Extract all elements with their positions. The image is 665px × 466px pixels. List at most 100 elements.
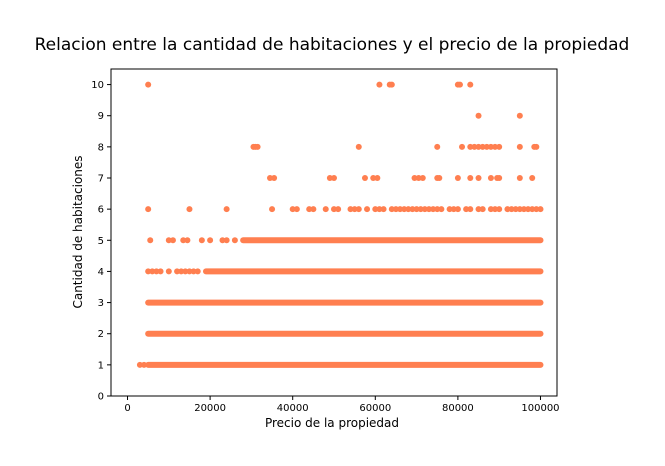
data-point	[430, 206, 437, 213]
data-point	[516, 206, 523, 213]
data-point	[293, 206, 300, 213]
data-point	[487, 206, 494, 213]
data-point	[388, 81, 395, 88]
data-point	[145, 268, 152, 275]
data-point	[475, 175, 482, 181]
data-point	[411, 175, 418, 181]
data-point	[516, 175, 523, 181]
chart-title: Relacion entre la cantidad de habitacion…	[35, 35, 630, 55]
data-point	[149, 268, 156, 275]
data-point	[504, 206, 511, 213]
point-band	[202, 268, 544, 275]
point-band	[145, 299, 544, 306]
data-point	[467, 81, 474, 88]
data-point	[436, 175, 443, 181]
data-point	[508, 206, 515, 213]
y-tick-label: 8	[98, 142, 104, 153]
data-point	[454, 206, 461, 213]
data-point	[322, 206, 329, 213]
data-point	[372, 206, 379, 213]
data-point	[165, 237, 172, 244]
data-point	[516, 112, 523, 119]
data-point	[479, 143, 486, 150]
data-point	[446, 206, 453, 213]
data-points	[136, 81, 544, 368]
data-point	[492, 143, 499, 150]
data-point	[496, 206, 503, 213]
data-point	[165, 268, 172, 275]
data-point	[397, 206, 404, 213]
data-point	[425, 206, 432, 213]
y-tick-label: 9	[98, 111, 104, 122]
y-tick-label: 10	[91, 80, 104, 91]
data-point	[376, 206, 383, 213]
y-tick-label: 6	[98, 205, 104, 216]
data-point	[392, 206, 399, 213]
data-point	[174, 268, 181, 275]
data-point	[450, 206, 457, 213]
data-point	[266, 175, 273, 181]
x-tick-label: 100000	[521, 403, 559, 414]
data-point	[467, 175, 474, 181]
data-point	[421, 206, 428, 213]
x-tick-label: 60000	[359, 403, 391, 414]
data-point	[370, 175, 377, 181]
data-point	[438, 206, 445, 213]
data-point	[463, 206, 470, 213]
data-point	[388, 206, 395, 213]
point-band	[145, 361, 544, 368]
data-point	[376, 81, 383, 88]
x-tick-label: 40000	[277, 403, 309, 414]
data-point	[194, 268, 201, 275]
data-point	[405, 206, 412, 213]
data-point	[361, 175, 368, 181]
data-point	[434, 143, 441, 150]
data-point	[456, 81, 463, 88]
data-point	[326, 175, 333, 181]
data-point	[374, 175, 381, 181]
data-point	[401, 206, 408, 213]
data-point	[271, 175, 278, 181]
data-point	[169, 237, 176, 244]
data-point	[529, 175, 536, 181]
data-point	[157, 268, 164, 275]
x-tick-label: 20000	[194, 403, 226, 414]
data-point	[289, 206, 296, 213]
plot-frame	[110, 68, 558, 397]
data-point	[186, 206, 193, 213]
data-point	[520, 206, 527, 213]
data-point	[355, 143, 362, 150]
data-point	[525, 206, 532, 213]
data-point	[347, 206, 354, 213]
data-point	[496, 143, 503, 150]
x-axis-label: Precio de la propiedad	[265, 416, 399, 430]
data-point	[182, 268, 189, 275]
y-axis-label: Cantidad de habitaciones	[71, 155, 85, 308]
y-tick-label: 5	[98, 236, 104, 247]
data-point	[207, 237, 214, 244]
data-point	[496, 175, 503, 181]
data-point	[219, 237, 226, 244]
x-tick-label: 0	[124, 403, 130, 414]
data-point	[223, 237, 230, 244]
data-point	[198, 237, 205, 244]
data-point	[186, 268, 193, 275]
x-tick-label: 80000	[442, 403, 474, 414]
data-point	[533, 206, 540, 213]
data-point	[483, 143, 490, 150]
data-point	[413, 206, 420, 213]
data-point	[467, 143, 474, 150]
data-point	[351, 206, 358, 213]
data-point	[537, 206, 544, 213]
data-point	[306, 206, 313, 213]
data-point	[190, 268, 197, 275]
data-point	[454, 175, 461, 181]
data-point	[467, 206, 474, 213]
data-point	[145, 206, 152, 213]
data-point	[487, 143, 494, 150]
data-point	[364, 206, 371, 213]
data-point	[136, 361, 143, 368]
data-point	[512, 206, 519, 213]
data-point	[475, 206, 482, 213]
data-point	[415, 175, 422, 181]
